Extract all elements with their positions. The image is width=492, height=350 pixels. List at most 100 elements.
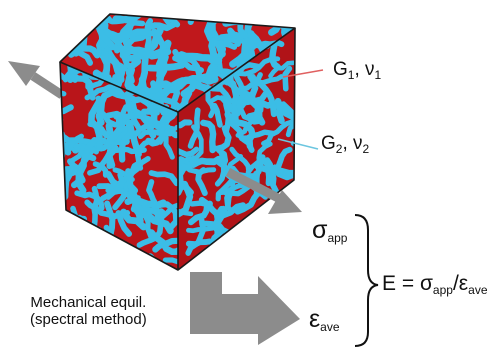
phase2-domain <box>102 45 125 84</box>
phase2-domain <box>127 82 183 111</box>
phase2-domain <box>259 244 278 270</box>
phase2-domain <box>185 238 213 248</box>
phase2-domain <box>108 88 154 109</box>
phase2-domain <box>147 119 175 160</box>
phase2-domain <box>70 136 98 189</box>
phase2-domain <box>215 177 241 202</box>
phase2-domain <box>254 141 273 189</box>
phase2-domain <box>146 61 186 72</box>
process-arrow <box>190 272 300 345</box>
phase2-domain <box>73 14 100 23</box>
phase2-domain <box>60 110 64 125</box>
phase2-domain <box>148 229 178 256</box>
phase2-domain <box>238 129 276 142</box>
phase2-domain <box>60 100 64 112</box>
phase2-domain <box>234 187 261 215</box>
phase2-domain <box>77 14 104 24</box>
phase2-domain <box>265 224 295 252</box>
phase2-domain <box>268 36 282 71</box>
phase2-domain <box>105 171 123 194</box>
phase2-domain <box>280 101 295 138</box>
applied-stress-label: σapp <box>312 216 348 245</box>
phase2-domain <box>60 168 66 189</box>
curly-brace <box>354 214 379 347</box>
phase2-domain <box>203 20 238 50</box>
phase2-domain <box>236 223 264 256</box>
phase2-domain <box>162 257 178 270</box>
phase2-domain <box>274 97 285 125</box>
phase2-domain <box>185 217 207 256</box>
average-strain-label: εave <box>309 305 340 334</box>
phase2-leader-line <box>277 138 319 150</box>
phase2-domain <box>235 107 260 138</box>
phase2-domain <box>237 222 270 250</box>
phase2-domain <box>282 65 293 92</box>
phase2-domain <box>267 218 279 262</box>
phase2-domain <box>213 236 247 270</box>
phase2-domain <box>131 26 164 64</box>
phase2-domain <box>178 107 193 129</box>
phase2-domain <box>70 32 81 57</box>
phase2-domain <box>176 89 193 112</box>
cube-edges <box>59 13 296 271</box>
phase2-domain <box>155 48 170 80</box>
phase1-label: G1, ν1 <box>333 59 382 82</box>
phase2-domain <box>122 29 160 52</box>
phase2-domain <box>148 170 178 187</box>
phase2-domain <box>68 232 83 270</box>
phase2-domain <box>74 190 105 211</box>
phase2-domain <box>63 133 85 154</box>
phase2-domain <box>130 195 154 240</box>
phase2-domain <box>68 70 96 101</box>
phase2-domain <box>66 14 87 22</box>
phase2-domain <box>105 125 124 148</box>
phase2-domain <box>91 185 100 230</box>
phase2-domain <box>224 14 248 24</box>
phase2-domain <box>180 70 220 98</box>
phase2-domain <box>195 167 208 197</box>
phase2-domain <box>261 119 294 147</box>
phase2-domain <box>86 245 111 267</box>
phase2-domain <box>120 208 147 231</box>
phase2-domain <box>236 91 247 114</box>
phase2-label: G2, ν2 <box>321 133 370 156</box>
phase2-domain <box>200 119 217 154</box>
phase2-domain <box>223 94 232 135</box>
phase2-domain <box>168 14 185 28</box>
phase2-domain <box>112 14 155 24</box>
phase2-domain <box>264 14 291 32</box>
phase2-domain <box>96 17 115 49</box>
phase2-domain <box>60 49 64 67</box>
load-arrow-left <box>8 61 65 99</box>
phase2-domain <box>60 209 71 256</box>
phase2-domain <box>133 80 180 96</box>
phase2-domain <box>106 145 119 170</box>
phase2-domain <box>60 104 74 130</box>
phase2-domain <box>124 196 167 209</box>
phase2-domain <box>248 84 266 126</box>
phase2-domain <box>178 143 200 158</box>
modulus-equation: E = σapp/εave <box>382 272 488 297</box>
phase2-domain <box>250 243 280 270</box>
load-arrow-right <box>225 168 302 214</box>
phase2-domain <box>222 14 258 27</box>
phase2-domain <box>245 256 282 270</box>
phase2-domain <box>211 102 223 128</box>
phase2-domain <box>76 231 107 243</box>
phase2-domain <box>96 26 150 41</box>
phase2-domain <box>238 106 262 125</box>
phase2-domain <box>118 119 135 163</box>
phase2-domain <box>60 27 84 48</box>
phase2-domain <box>60 14 67 40</box>
phase2-domain <box>126 159 144 194</box>
phase2-domain <box>60 14 72 31</box>
phase2-domain <box>65 261 106 270</box>
phase2-domain <box>69 145 99 164</box>
phase2-domain <box>167 126 178 139</box>
method-caption: Mechanical equil. (spectral method) <box>30 294 147 328</box>
phase2-domain <box>71 14 90 40</box>
phase2-domain <box>177 51 223 65</box>
phase2-domain <box>144 21 177 32</box>
phase2-domain <box>178 151 198 172</box>
phase2-domain <box>202 14 223 20</box>
